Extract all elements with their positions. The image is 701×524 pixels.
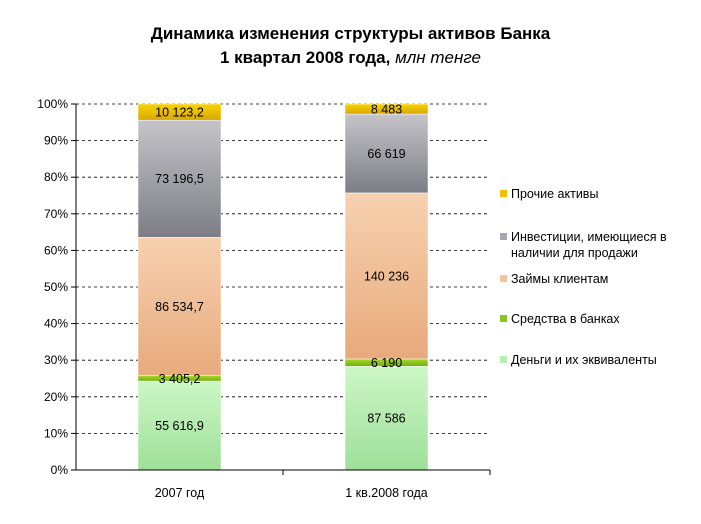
bar-segment — [344, 192, 429, 360]
y-tick-label: 50% — [44, 280, 68, 294]
data-label: 86 534,7 — [155, 300, 204, 314]
legend-item: Инвестиции, имеющиеся в наличии для прод… — [500, 229, 695, 261]
data-label: 140 236 — [364, 269, 409, 283]
legend-item: Прочие активы — [500, 186, 695, 202]
legend-label: Инвестиции, имеющиеся в наличии для прод… — [511, 230, 667, 260]
data-label: 3 405,2 — [159, 372, 201, 386]
legend-swatch — [500, 275, 507, 282]
data-label: 73 196,5 — [155, 172, 204, 186]
y-tick-label: 30% — [44, 353, 68, 367]
legend-label: Деньги и их эквиваленты — [511, 353, 657, 367]
y-tick-label: 0% — [51, 463, 69, 477]
data-label: 66 619 — [367, 147, 405, 161]
chart-title-line2: 1 квартал 2008 года, млн тенге — [0, 46, 701, 70]
y-tick-label: 80% — [44, 170, 68, 184]
y-tick-label: 20% — [44, 390, 68, 404]
bar-segment — [137, 236, 222, 376]
chart-title-period: 1 квартал 2008 года, — [219, 48, 391, 67]
data-labels: 55 616,9 3 405,2 86 534,7 73 196,5 10 123,2 8… — [155, 103, 409, 434]
legend-label: Прочие активы — [511, 187, 599, 201]
bars — [137, 103, 429, 471]
legend-swatch — [500, 315, 507, 322]
chart-title-unit: млн тенге — [395, 48, 482, 67]
legend-label: Займы клиентам — [511, 272, 609, 286]
chart-title: Динамика изменения структуры активов Бан… — [0, 22, 701, 70]
bar-segment — [344, 366, 429, 471]
y-tick-label: 60% — [44, 243, 68, 257]
axes: 0% 10% 20% 30% 40% 50% 60% 70% 80% 90% 100% 2007 го… — [37, 97, 491, 500]
y-tick-label: 70% — [44, 207, 68, 221]
bar-segment — [137, 380, 222, 471]
data-label: 87 586 — [367, 412, 405, 426]
legend-swatch — [500, 356, 507, 363]
legend-item: Средства в банках — [500, 311, 695, 327]
y-tick-label: 100% — [37, 97, 68, 111]
legend-item: Деньги и их эквиваленты — [500, 352, 695, 368]
x-tick-label: 1 кв.2008 года — [345, 486, 428, 500]
y-tick-label: 90% — [44, 134, 68, 148]
legend-item: Займы клиентам — [500, 271, 695, 287]
x-tick-label: 2007 год — [155, 486, 205, 500]
bar-segment — [344, 103, 429, 115]
bar-segment — [137, 103, 222, 121]
y-tick-label: 10% — [44, 426, 68, 440]
chart-title-line1: Динамика изменения структуры активов Бан… — [150, 24, 551, 43]
legend-label: Средства в банках — [511, 312, 620, 326]
bar-segment — [137, 119, 222, 238]
legend-swatch — [500, 190, 507, 197]
data-label: 8 483 — [371, 103, 402, 117]
data-label: 6 190 — [371, 356, 402, 370]
data-label: 10 123,2 — [155, 106, 204, 120]
data-label: 55 616,9 — [155, 419, 204, 433]
y-tick-label: 40% — [44, 317, 68, 331]
legend-swatch — [500, 233, 507, 240]
